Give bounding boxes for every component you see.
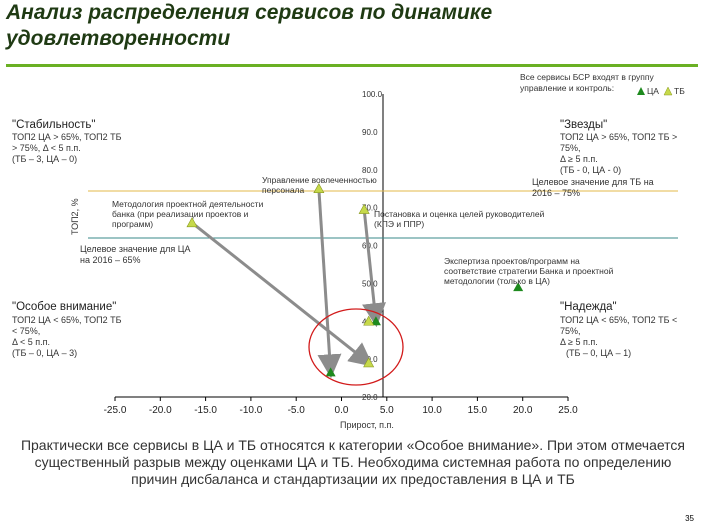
- highlight-ellipse: [308, 308, 404, 386]
- data-point-tb: [363, 357, 375, 368]
- x-tick-label: 20.0: [513, 405, 533, 416]
- quadrant-top-left-title: "Стабильность": [12, 119, 95, 131]
- annotation-engagement: Управление вовлеченностью персонала: [262, 175, 379, 195]
- y-tick-label: 80.0: [362, 166, 378, 175]
- data-point-tb: [186, 217, 198, 228]
- legend-label-ca: ЦА: [647, 86, 659, 96]
- y-tick-label: 50.0: [362, 279, 378, 288]
- x-tick-label: -15.0: [194, 405, 217, 416]
- trend-arrow: [317, 188, 342, 379]
- x-axis-label: Прирост, п.п.: [340, 420, 394, 430]
- data-point-ca: [370, 316, 381, 326]
- x-tick-label: 25.0: [558, 405, 578, 416]
- data-point-ca: [513, 282, 524, 292]
- title-rule: [6, 64, 698, 67]
- quadrant-top-right-title: "Звезды": [560, 119, 607, 131]
- annotation-methodology: Методология проектной деятельности банка…: [112, 199, 266, 229]
- y-tick-label: 100.0: [362, 90, 383, 99]
- target-label-ca: Целевое значение для ЦА на 2016 – 65%: [80, 244, 193, 265]
- page-number: 35: [685, 514, 694, 523]
- legend-marker-tb: [663, 86, 673, 96]
- quadrant-top-left-text: ТОП2 ЦА > 65%, ТОП2 ТБ > 75%, Δ < 5 п.п.…: [12, 132, 124, 164]
- y-tick-label: 60.0: [362, 242, 378, 251]
- legend-label-tb: ТБ: [674, 86, 685, 96]
- bottom-text: Практически все сервисы в ЦА и ТБ относя…: [20, 437, 686, 487]
- data-point-tb: [363, 315, 375, 326]
- y-tick-label: 90.0: [362, 128, 378, 137]
- quadrant-bottom-right-title: "Надежда": [560, 301, 617, 313]
- trend-arrow: [191, 221, 374, 367]
- data-point-tb: [313, 183, 325, 193]
- x-tick-label: 5.0: [380, 405, 394, 416]
- x-tick-label: 10.0: [422, 405, 442, 416]
- quadrant-top-right-text: ТОП2 ЦА > 65%, ТОП2 ТБ > 75%, Δ ≥ 5 п.п.…: [560, 132, 680, 175]
- quadrant-bottom-right-text: ТОП2 ЦА < 65%, ТОП2 ТБ < 75%, Δ ≥ 5 п.п.…: [560, 315, 680, 358]
- legend-note: Все сервисы БСР входят в группу управлен…: [520, 72, 656, 93]
- x-tick-label: 0.0: [335, 405, 349, 416]
- x-tick-label: -25.0: [104, 405, 127, 416]
- page-title: Анализ распределения сервисов по динамик…: [6, 1, 493, 50]
- target-label-tb: Целевое значение для ТБ на 2016 – 75%: [532, 177, 656, 198]
- x-tick-label: -20.0: [149, 405, 172, 416]
- trend-arrow: [362, 209, 386, 328]
- annotation-expertise: Экспертиза проектов/программ на соответс…: [444, 256, 616, 286]
- y-tick-label: 20.0: [362, 393, 378, 402]
- y-tick-label: 70.0: [362, 204, 378, 213]
- legend-marker-ca: [637, 87, 645, 95]
- quadrant-bottom-left-title: "Особое внимание": [12, 301, 116, 313]
- annotation-goals: Постановка и оценка целей руководителей …: [374, 209, 547, 229]
- y-axis-label: ТОП2, %: [70, 198, 80, 235]
- x-tick-label: 15.0: [468, 405, 488, 416]
- data-point-ca: [325, 367, 336, 377]
- x-tick-label: -10.0: [240, 405, 263, 416]
- quadrant-bottom-left-text: ТОП2 ЦА < 65%, ТОП2 ТБ < 75%, Δ < 5 п.п.…: [12, 315, 124, 358]
- x-tick-label: -5.0: [288, 405, 306, 416]
- data-point-tb: [358, 203, 370, 214]
